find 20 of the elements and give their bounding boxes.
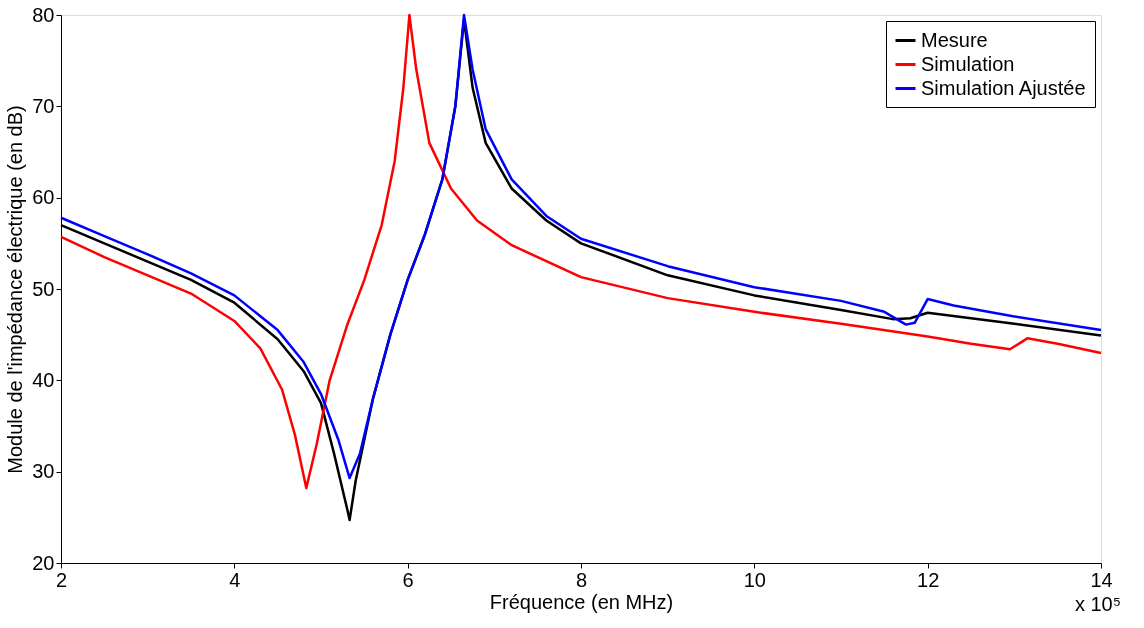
y-tick-label: 80 [32, 3, 55, 26]
y-tick-label: 30 [32, 460, 55, 483]
y-tick-label: 70 [32, 94, 55, 117]
y-tick-label: 20 [32, 551, 55, 574]
x-axis-title: Fréquence (en MHz) [489, 590, 674, 613]
x-tick-label: 10 [743, 568, 766, 591]
y-tick-label: 60 [32, 186, 55, 209]
y-tick-label: 40 [32, 368, 55, 391]
legend-label: Simulation [921, 52, 1015, 75]
legend-label: Simulation Ajustée [921, 76, 1086, 99]
x-tick-label: 2 [55, 568, 68, 591]
x-tick-label: 8 [575, 568, 588, 591]
text: x 10⁵ [1074, 593, 1121, 615]
x-tick-label: 12 [917, 568, 940, 591]
x-tick-label: 14 [1090, 568, 1113, 591]
y-axis-title: Module de l'impédance électrique (en dB) [4, 105, 27, 474]
x-tick-label: 6 [402, 568, 414, 591]
legend-label: Mesure [921, 28, 988, 51]
y-tick-label: 50 [32, 277, 55, 300]
x-tick-label: 4 [229, 568, 241, 591]
